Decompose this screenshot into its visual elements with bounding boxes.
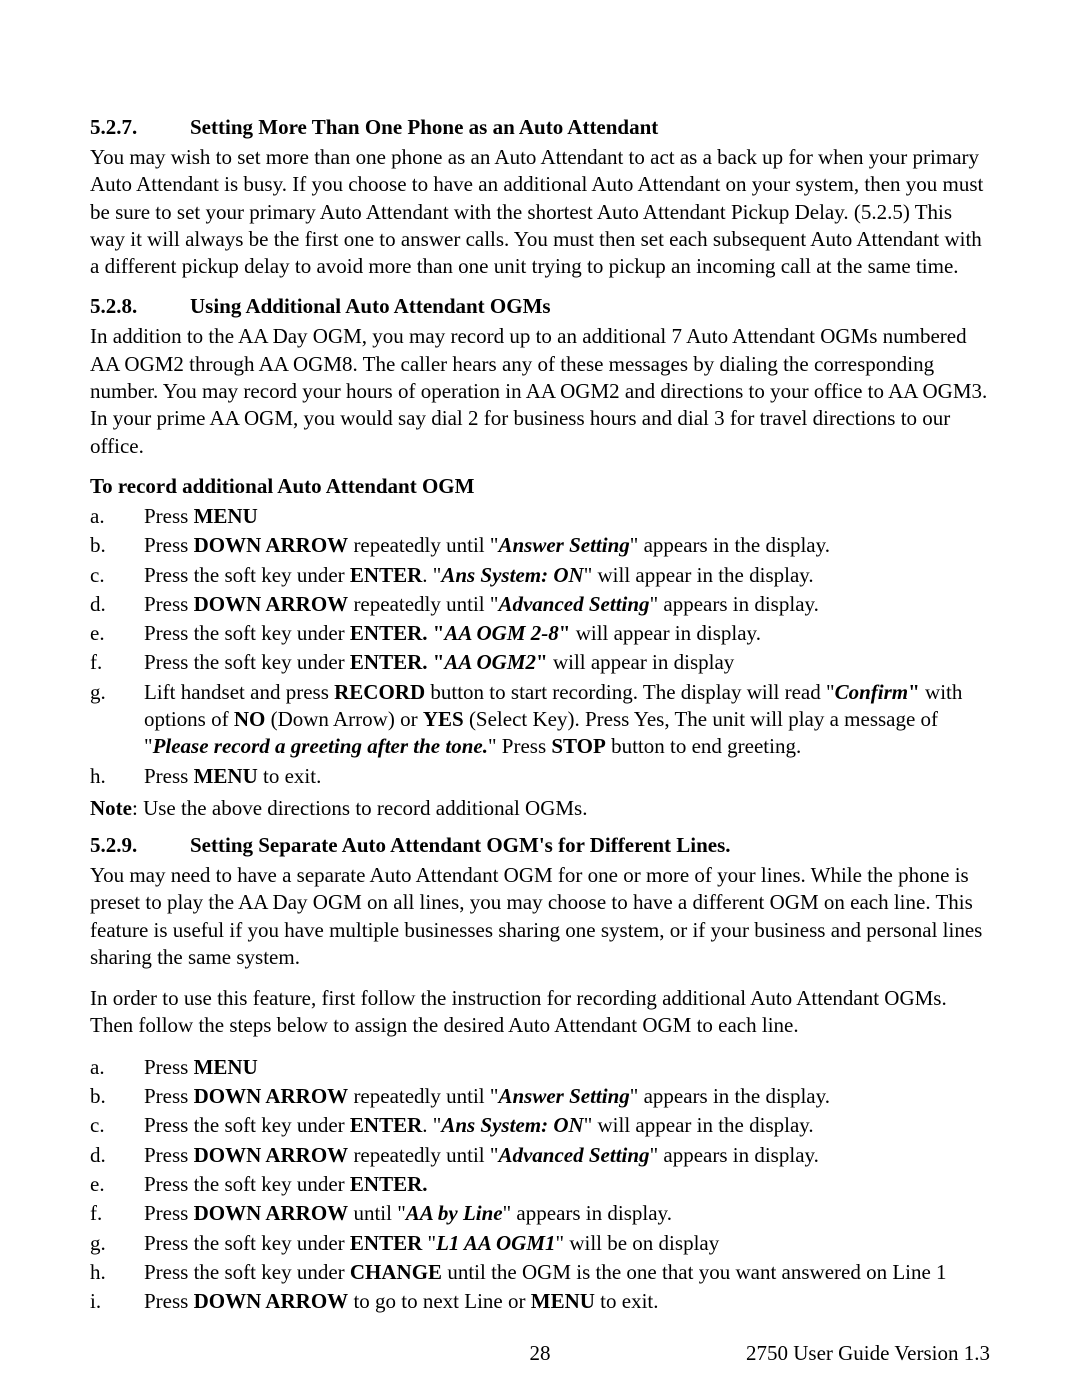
step-letter: h. xyxy=(90,763,144,790)
step-e: e. Press the soft key under ENTER. "AA O… xyxy=(90,620,990,647)
step-body: Press MENU xyxy=(144,503,990,530)
step-letter: b. xyxy=(90,532,144,559)
step-body: Press the soft key under ENTER. "Ans Sys… xyxy=(144,1112,990,1139)
step-g: g. Lift handset and press RECORD button … xyxy=(90,679,990,761)
heading-title: Using Additional Auto Attendant OGMs xyxy=(190,294,551,319)
step-letter: h. xyxy=(90,1259,144,1286)
paragraph-5-2-9-a: You may need to have a separate Auto Att… xyxy=(90,862,990,971)
step-body: Press the soft key under ENTER. xyxy=(144,1171,990,1198)
footer-page-number: 28 xyxy=(530,1341,551,1366)
step-g: g. Press the soft key under ENTER "L1 AA… xyxy=(90,1230,990,1257)
step-letter: a. xyxy=(90,1054,144,1081)
step-d: d. Press DOWN ARROW repeatedly until "Ad… xyxy=(90,591,990,618)
heading-5-2-7: 5.2.7. Setting More Than One Phone as an… xyxy=(90,115,990,140)
subheading-record-ogm: To record additional Auto Attendant OGM xyxy=(90,474,990,499)
step-letter: d. xyxy=(90,591,144,618)
step-letter: b. xyxy=(90,1083,144,1110)
step-body: Press DOWN ARROW repeatedly until "Advan… xyxy=(144,1142,990,1169)
paragraph-5-2-8: In addition to the AA Day OGM, you may r… xyxy=(90,323,990,459)
paragraph-5-2-7: You may wish to set more than one phone … xyxy=(90,144,990,280)
step-body: Press the soft key under ENTER. "Ans Sys… xyxy=(144,562,990,589)
paragraph-5-2-9-b: In order to use this feature, first foll… xyxy=(90,985,990,1040)
step-letter: a. xyxy=(90,503,144,530)
step-body: Press MENU to exit. xyxy=(144,763,990,790)
document-page: 5.2.7. Setting More Than One Phone as an… xyxy=(0,0,1080,1397)
footer-guide-version: 2750 User Guide Version 1.3 xyxy=(746,1341,990,1366)
step-c: c. Press the soft key under ENTER. "Ans … xyxy=(90,1112,990,1139)
step-f: f. Press DOWN ARROW until "AA by Line" a… xyxy=(90,1200,990,1227)
step-letter: f. xyxy=(90,1200,144,1227)
step-f: f. Press the soft key under ENTER. "AA O… xyxy=(90,649,990,676)
step-d: d. Press DOWN ARROW repeatedly until "Ad… xyxy=(90,1142,990,1169)
steps-list-528: a. Press MENU b. Press DOWN ARROW repeat… xyxy=(90,503,990,790)
heading-title: Setting Separate Auto Attendant OGM's fo… xyxy=(190,833,731,858)
heading-number: 5.2.9. xyxy=(90,833,190,858)
step-letter: i. xyxy=(90,1288,144,1315)
note-528: Note: Use the above directions to record… xyxy=(90,796,990,821)
step-body: Press DOWN ARROW repeatedly until "Advan… xyxy=(144,591,990,618)
step-body: Lift handset and press RECORD button to … xyxy=(144,679,990,761)
step-body: Press DOWN ARROW repeatedly until "Answe… xyxy=(144,1083,990,1110)
step-a: a. Press MENU xyxy=(90,503,990,530)
step-body: Press MENU xyxy=(144,1054,990,1081)
step-body: Press the soft key under ENTER. "AA OGM2… xyxy=(144,649,990,676)
steps-list-529: a. Press MENU b. Press DOWN ARROW repeat… xyxy=(90,1054,990,1316)
step-letter: c. xyxy=(90,562,144,589)
step-letter: g. xyxy=(90,1230,144,1257)
step-letter: d. xyxy=(90,1142,144,1169)
step-letter: g. xyxy=(90,679,144,761)
step-b: b. Press DOWN ARROW repeatedly until "An… xyxy=(90,532,990,559)
heading-title: Setting More Than One Phone as an Auto A… xyxy=(190,115,658,140)
step-body: Press the soft key under ENTER "L1 AA OG… xyxy=(144,1230,990,1257)
step-letter: e. xyxy=(90,620,144,647)
step-b: b. Press DOWN ARROW repeatedly until "An… xyxy=(90,1083,990,1110)
heading-5-2-9: 5.2.9. Setting Separate Auto Attendant O… xyxy=(90,833,990,858)
heading-number: 5.2.7. xyxy=(90,115,190,140)
step-letter: f. xyxy=(90,649,144,676)
step-body: Press DOWN ARROW to go to next Line or M… xyxy=(144,1288,990,1315)
step-body: Press DOWN ARROW repeatedly until "Answe… xyxy=(144,532,990,559)
heading-number: 5.2.8. xyxy=(90,294,190,319)
step-i: i. Press DOWN ARROW to go to next Line o… xyxy=(90,1288,990,1315)
step-letter: c. xyxy=(90,1112,144,1139)
step-a: a. Press MENU xyxy=(90,1054,990,1081)
step-h: h. Press MENU to exit. xyxy=(90,763,990,790)
step-letter: e. xyxy=(90,1171,144,1198)
step-body: Press DOWN ARROW until "AA by Line" appe… xyxy=(144,1200,990,1227)
step-h: h. Press the soft key under CHANGE until… xyxy=(90,1259,990,1286)
step-body: Press the soft key under ENTER. "AA OGM … xyxy=(144,620,990,647)
step-body: Press the soft key under CHANGE until th… xyxy=(144,1259,990,1286)
step-c: c. Press the soft key under ENTER. "Ans … xyxy=(90,562,990,589)
heading-5-2-8: 5.2.8. Using Additional Auto Attendant O… xyxy=(90,294,990,319)
step-e: e. Press the soft key under ENTER. xyxy=(90,1171,990,1198)
